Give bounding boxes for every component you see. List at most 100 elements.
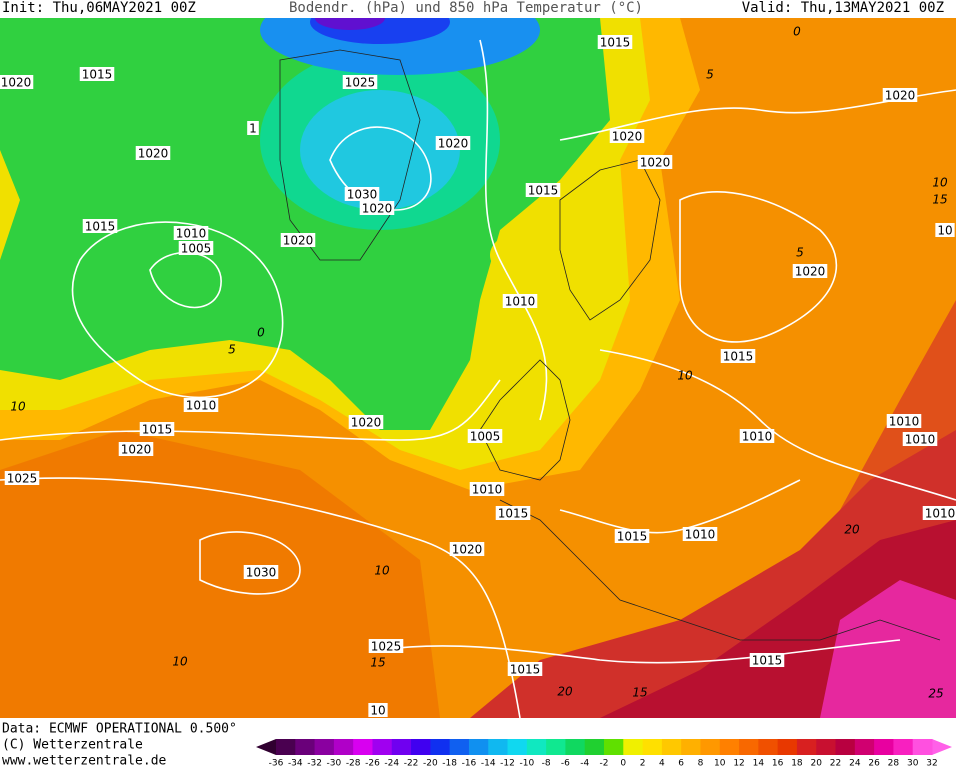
isobar-label-box (637, 155, 673, 169)
isobar-label-box (507, 662, 543, 676)
isobar-label: 1015 (85, 220, 116, 234)
legend-tick-label: 12 (733, 759, 744, 768)
isobar-label: 1025 (345, 76, 376, 90)
legend-swatch (449, 739, 470, 755)
temperature-label: 5 (228, 343, 236, 357)
legend-tick-label: -32 (307, 759, 322, 768)
isobar-label: 1030 (347, 188, 378, 202)
legend-tick-label: 30 (907, 759, 919, 768)
isobar (559, 479, 801, 534)
isobar-label: 1025 (371, 640, 402, 654)
coastline (279, 49, 421, 261)
isobar (71, 221, 284, 399)
legend-tick-label: 28 (888, 759, 900, 768)
legend-tick-label: -24 (384, 759, 399, 768)
isobar-label: 1005 (470, 430, 501, 444)
legend-tick-label: 2 (640, 759, 646, 768)
legend-tick-label: 6 (678, 759, 684, 768)
legend-tick-label: 4 (659, 759, 665, 768)
isobar-label-box (609, 129, 645, 143)
isobar-label: 1010 (472, 483, 503, 497)
isobar-label-box (368, 703, 388, 717)
legend-swatch (546, 739, 566, 755)
legend-swatch (854, 739, 875, 755)
temperature-label: 15 (370, 656, 385, 670)
legend-tick-label: -30 (327, 759, 342, 768)
legend-tick-label: -16 (462, 759, 477, 768)
isobar-label-box (342, 75, 378, 89)
temperature-label: 10 (677, 369, 693, 383)
isobar-label: 1020 (138, 147, 169, 161)
isobar-label-box (118, 442, 154, 456)
legend-swatch (758, 739, 779, 755)
isobar-label-box (720, 349, 756, 363)
isobar (0, 379, 501, 441)
legend-swatch (681, 739, 701, 755)
isobar-label-box (82, 219, 118, 233)
isobar-label: 1020 (612, 130, 643, 144)
legend-swatch (353, 739, 373, 755)
temperature-label: 10 (172, 655, 188, 669)
region-iceland (490, 233, 550, 277)
isobar-label: 10 (937, 224, 952, 238)
legend-swatch (874, 739, 894, 755)
isobar-label-box (922, 506, 956, 520)
legend-swatch (700, 739, 721, 755)
isobar-label: 1005 (181, 242, 212, 256)
isobar-label-box (467, 429, 503, 443)
legend-tick-label: 10 (714, 759, 726, 768)
isobar-label: 1010 (505, 295, 536, 309)
isobar (599, 349, 956, 501)
isobar-label-box (792, 264, 828, 278)
isobar (379, 639, 901, 664)
isobar-label: 1020 (452, 543, 483, 557)
legend-tick-label: -36 (269, 759, 284, 768)
legend-tick-label: -8 (542, 759, 551, 768)
isobar-label-box (183, 398, 219, 412)
legend-swatch (430, 739, 451, 755)
temperature-label: 5 (706, 68, 714, 82)
isobar-label-box (739, 429, 775, 443)
isobar-label: 1010 (186, 399, 217, 413)
isobar-label-box (502, 294, 538, 308)
legend-swatch (642, 739, 663, 755)
isobar-label-box (886, 414, 922, 428)
isobar-label: 1020 (438, 137, 469, 151)
legend-swatch (468, 739, 489, 755)
isobar-label-box (139, 422, 175, 436)
isobar-label-box (902, 432, 938, 446)
isobar-label-box (0, 75, 34, 89)
valid-time: Valid: Thu,13MAY2021 00Z (742, 0, 944, 16)
isobar-label: 1020 (283, 234, 314, 248)
isobar-label: 1015 (82, 68, 113, 82)
isobar-label: 1015 (528, 184, 559, 198)
legend-tick-label: -26 (365, 759, 380, 768)
isobar-label: 1020 (121, 443, 152, 457)
legend-arrow-high (932, 739, 952, 755)
legend-swatch (796, 739, 817, 755)
isobar-label-box (4, 471, 40, 485)
isobar-label: 1020 (640, 156, 671, 170)
isobar (479, 39, 548, 421)
legend-swatch (333, 739, 354, 755)
isobar (0, 477, 521, 719)
legend-tick-label: -4 (580, 759, 589, 768)
legend-tick-label: 26 (868, 759, 880, 768)
isobar-label: 1010 (889, 415, 920, 429)
isobar-label: 1025 (7, 472, 38, 486)
legend-arrow-low (256, 739, 276, 755)
legend-tick-label: -28 (346, 759, 361, 768)
legend-swatch (661, 739, 682, 755)
legend-swatch (912, 739, 933, 755)
isobar-label: 1020 (1, 76, 32, 90)
isobar-label-box (247, 121, 259, 135)
legend-tick-label: -22 (404, 759, 419, 768)
legend-swatch (411, 739, 431, 755)
temperature-label: 5 (796, 246, 804, 260)
legend-tick-label: -34 (288, 759, 303, 768)
legend-swatch (391, 739, 412, 755)
